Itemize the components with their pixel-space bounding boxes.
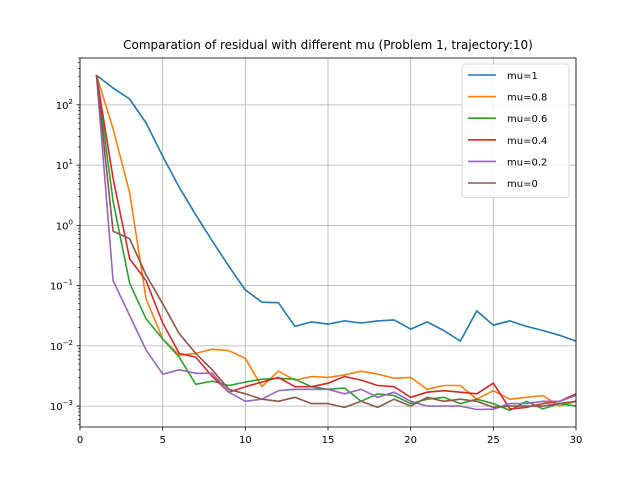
y-tick-label: 10−3 bbox=[50, 399, 73, 413]
series-line bbox=[95, 75, 577, 412]
plot-area: 0 5 10 15 20 25 30 10−3 10−2 10−1 100 101 102 bbox=[50, 57, 583, 446]
legend-box bbox=[461, 63, 570, 199]
x-tick-label: 0 bbox=[77, 435, 83, 446]
x-tick-label: 25 bbox=[487, 435, 500, 446]
legend-label: mu=0.8 bbox=[507, 93, 547, 104]
x-tick-label: 30 bbox=[570, 435, 583, 446]
x-tick-label: 5 bbox=[159, 435, 165, 446]
x-tick-label: 10 bbox=[239, 435, 252, 446]
x-tick-label: 15 bbox=[322, 435, 335, 446]
axes-frame bbox=[79, 57, 577, 428]
series-line bbox=[95, 75, 577, 407]
series-line bbox=[95, 75, 577, 410]
series-line bbox=[96, 74, 577, 342]
legend-label: mu=0.2 bbox=[507, 157, 547, 168]
legend: mu=1 mu=0.8 mu=0.6 mu=0.4 mu=0.2 mu=0 bbox=[461, 63, 570, 199]
y-tick-label: 101 bbox=[56, 158, 73, 172]
legend-label: mu=1 bbox=[507, 71, 538, 82]
y-tick-label: 102 bbox=[56, 98, 73, 112]
y-tick-label: 10−2 bbox=[50, 339, 73, 353]
chart-title: Comparation of residual with different m… bbox=[123, 38, 533, 52]
legend-label: mu=0.6 bbox=[507, 114, 547, 125]
y-tick-label: 100 bbox=[56, 218, 73, 232]
legend-label: mu=0.4 bbox=[507, 136, 547, 147]
legend-label: mu=0 bbox=[507, 179, 538, 190]
y-tick-label: 10−1 bbox=[50, 279, 73, 293]
series-line bbox=[95, 75, 577, 409]
series-line bbox=[95, 75, 577, 411]
x-tick-label: 20 bbox=[404, 435, 417, 446]
